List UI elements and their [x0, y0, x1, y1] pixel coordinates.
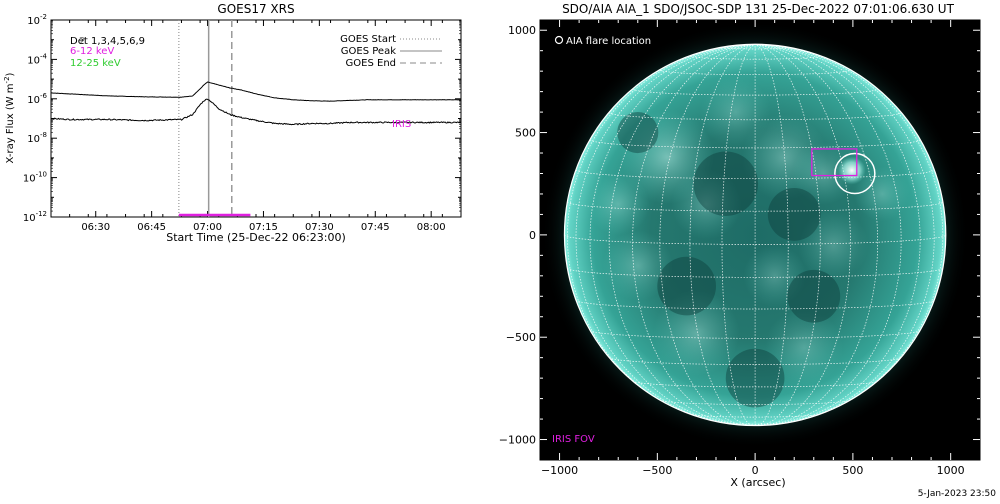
flare-location-legend: AIA flare location — [554, 35, 651, 47]
longitude-line — [589, 44, 756, 426]
dark-region — [787, 269, 841, 323]
aia-x-tick-label: 0 — [752, 464, 759, 477]
dark-region — [767, 188, 821, 241]
legend-channel-12-25: 12-25 keV — [70, 58, 121, 69]
longitude-line — [659, 44, 756, 426]
bright-region — [700, 76, 771, 148]
bright-region — [653, 290, 740, 377]
aia-x-tick-label: 1000 — [937, 464, 965, 477]
goes-series-6-12-keV — [51, 81, 461, 102]
goes-marker-legend: GOES Start GOES Peak GOES End — [340, 34, 442, 69]
longitude-line — [755, 44, 921, 426]
goes-x-tick-label: 07:00 — [193, 222, 222, 233]
latitude-line — [632, 380, 878, 388]
latitude-line — [721, 422, 789, 425]
solar-disk-texture — [586, 76, 910, 408]
longitude-line — [755, 44, 944, 426]
aia-x-tick-label: −1000 — [541, 464, 578, 477]
aia-image-panel: SDO/AIA AIA_1 SDO/JSOC-SDP 131 25-Dec-20… — [499, 2, 981, 489]
longitude-line — [755, 44, 902, 426]
longitude-line — [755, 44, 851, 426]
aia-y-tick-label: 1000 — [508, 24, 536, 37]
bright-region — [586, 172, 650, 236]
goes-chart-title: GOES17 XRS — [217, 2, 294, 16]
longitude-line — [566, 44, 756, 426]
bright-region — [854, 166, 910, 222]
dark-region — [617, 112, 659, 154]
aia-x-tick-label: −500 — [642, 464, 672, 477]
longitude-line — [608, 44, 756, 426]
legend-detector-overprint: 2 — [79, 36, 85, 47]
aia-plot-frame — [539, 19, 981, 461]
goes-x-axis-label: Start Time (25-Dec-22 06:23:00) — [166, 231, 346, 244]
aia-y-tick-label: −500 — [506, 331, 536, 344]
goes-x-axis: 06:30 06:45 07:00 07:15 07:30 07:45 08:00 — [50, 20, 462, 233]
goes-x-tick-label: 07:15 — [249, 222, 278, 233]
latitude-line — [721, 47, 789, 50]
latitude-line — [589, 139, 921, 149]
longitude-line — [721, 44, 756, 426]
aia-y-tick-label: 0 — [529, 229, 536, 242]
bright-region — [743, 244, 806, 308]
bright-region — [671, 168, 742, 240]
latitude-line — [659, 69, 851, 76]
bright-region — [798, 209, 869, 281]
dark-region — [657, 256, 717, 316]
bright-region — [792, 142, 855, 205]
legend-channel-6-12: 6-12 keV — [70, 46, 114, 57]
aia-y-tick-label: 500 — [515, 127, 536, 140]
goes-y-tick-label: 10-2 — [27, 13, 47, 27]
goes-x-tick-label: 06:45 — [137, 222, 166, 233]
legend-goes-peak: GOES Peak — [341, 46, 396, 57]
longitude-line — [755, 44, 879, 426]
footer-timestamp: 5-Jan-2023 23:50 — [918, 489, 997, 499]
aia-axes: −1000 −1000 −500 −500 0 0 500 500 1000 1000 — [499, 19, 981, 477]
longitude-line — [754, 44, 789, 426]
flare-location-legend-icon — [554, 35, 564, 45]
aia-x-axis-label: X (arcsec) — [730, 476, 785, 489]
dark-region — [725, 348, 785, 408]
bright-region — [764, 308, 844, 387]
goes-channel-legend: Det 1,3,4,5,6,9 2 6-12 keV 12-25 keV — [70, 36, 145, 69]
latitude-line — [689, 55, 821, 60]
goes-y-tick-label: 10-12 — [23, 210, 47, 224]
goes-xrs-panel: GOES17 XRS 06:30 06:45 07:00 07:15 07:30 07:4… — [3, 2, 462, 244]
goes-y-tick-label: 10-10 — [23, 171, 47, 185]
goes-y-tick-label: 10-8 — [27, 131, 47, 145]
flare-location-circle — [834, 152, 876, 195]
goes-event-markers — [178, 20, 233, 217]
legend-goes-end: GOES End — [346, 58, 396, 69]
goes-y-axis-label: X-ray Flux (W m-2) — [3, 72, 16, 163]
goes-series-group — [51, 81, 461, 126]
legend-goes-start: GOES Start — [340, 34, 396, 45]
goes-x-tick-label: 07:30 — [305, 222, 334, 233]
solar-disk-group — [541, 21, 969, 449]
goes-y-axis: 10-2 10-4 10-6 10-8 10-10 10-12 — [23, 13, 461, 224]
solar-limb — [563, 43, 947, 427]
goes-x-tick-label: 06:30 — [81, 222, 110, 233]
iris-label: IRIS — [392, 119, 411, 130]
bright-region — [602, 230, 673, 301]
iris-fov-box — [811, 148, 858, 177]
longitude-line — [755, 44, 935, 426]
iris-fov-label: IRIS FOV — [552, 434, 595, 445]
goes-series-12-25-keV — [51, 98, 461, 126]
longitude-line — [575, 44, 756, 426]
legend-detectors: Det 1,3,4,5,6,9 — [70, 36, 145, 47]
goes-y-tick-label: 10-4 — [27, 52, 47, 66]
dark-region — [693, 151, 759, 216]
goes-y-tick-label: 10-6 — [27, 92, 47, 106]
aia-image-title: SDO/AIA AIA_1 SDO/JSOC-SDP 131 25-Dec-20… — [562, 2, 955, 16]
flare-brightening — [837, 156, 866, 185]
flare-location-legend-label: AIA flare location — [566, 36, 651, 47]
aia-x-tick-label: 500 — [842, 464, 863, 477]
goes-x-tick-label: 08:00 — [417, 222, 446, 233]
aia-y-tick-label: −1000 — [499, 434, 536, 447]
goes-x-tick-label: 07:45 — [361, 222, 390, 233]
longitude-line — [632, 44, 756, 426]
